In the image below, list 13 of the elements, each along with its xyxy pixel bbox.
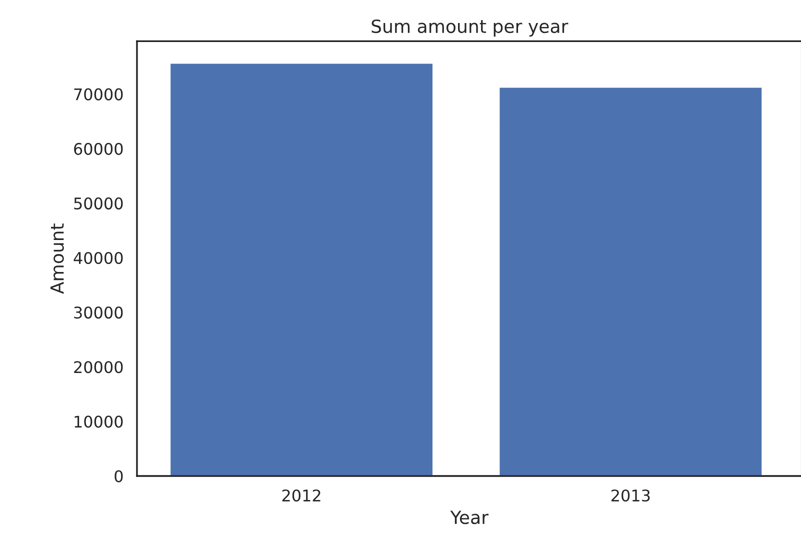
y-tick-label: 30000: [74, 306, 123, 319]
x-tick-label: 2013: [612, 489, 650, 502]
y-tick-label: 60000: [74, 142, 123, 155]
y-tick-label: 0: [114, 470, 123, 482]
y-tick-label: 70000: [74, 88, 123, 100]
y-tick-label: 20000: [74, 361, 123, 374]
y-tick-label: 40000: [74, 252, 123, 264]
y-tick-label: 50000: [74, 197, 123, 210]
x-axis-title: Year: [450, 510, 488, 524]
y-axis-title: Amount: [50, 224, 64, 294]
x-tick-label: 2012: [282, 489, 320, 502]
chart-title: Sum amount per year: [372, 19, 568, 37]
y-tick-label: 10000: [74, 416, 123, 428]
